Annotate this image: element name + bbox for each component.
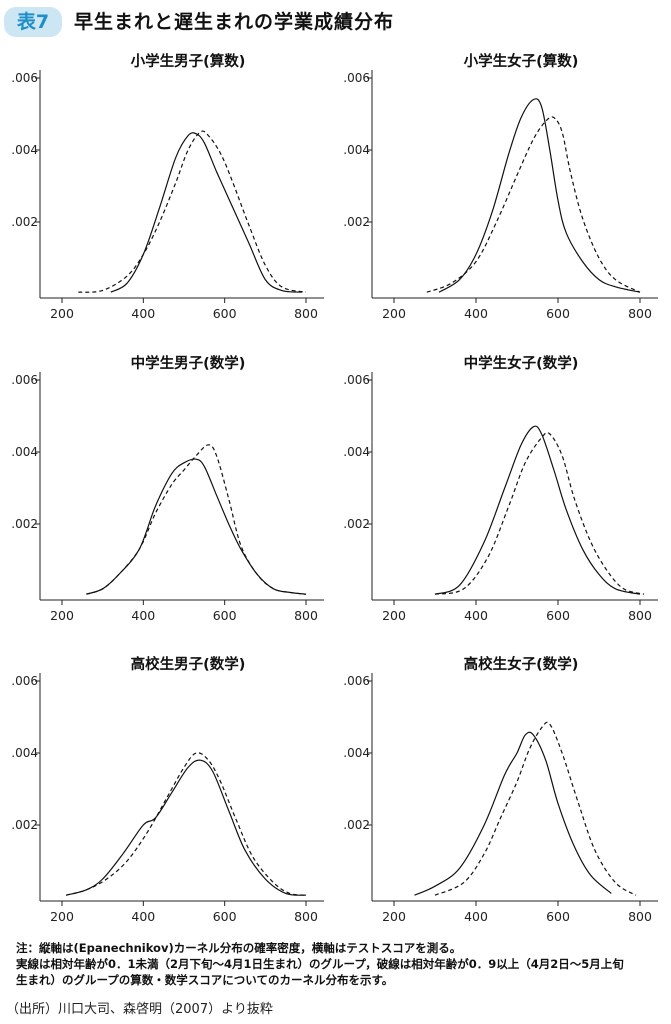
chart-panel-1: 小学生男子(算数) .002 .004 .006 200 400 600 800 bbox=[11, 52, 324, 321]
y-tick-label: .006 bbox=[11, 674, 38, 688]
dashed-density-line bbox=[65, 752, 307, 896]
chart-title: 小学生女子(算数) bbox=[464, 52, 579, 70]
figure-title: 早生まれと遅生まれの学業成績分布 bbox=[74, 11, 395, 33]
x-tick-label: 800 bbox=[628, 306, 652, 321]
chart-title: 中学生女子(数学) bbox=[464, 354, 579, 372]
dashed-density-line bbox=[78, 130, 307, 293]
solid-density-line bbox=[65, 759, 307, 896]
x-tick-label: 400 bbox=[464, 306, 488, 321]
y-tick-label: .004 bbox=[11, 746, 38, 760]
x-tick-label: 800 bbox=[294, 909, 318, 924]
x-tick-label: 600 bbox=[213, 306, 237, 321]
x-tick-label: 600 bbox=[213, 909, 237, 924]
y-tick-label: .006 bbox=[343, 71, 370, 85]
x-tick-label: 200 bbox=[50, 608, 74, 623]
solid-density-line bbox=[434, 425, 641, 595]
x-tick-label: 200 bbox=[50, 909, 74, 924]
x-tick-label: 200 bbox=[382, 909, 406, 924]
dashed-density-line bbox=[434, 431, 645, 595]
x-tick-label: 200 bbox=[382, 306, 406, 321]
note-line-2: 実線は相対年齢が0．1未満（2月下旬～4月1日生まれ）のグループ，破線は相対年齢… bbox=[16, 957, 624, 971]
chart-panel-5: 高校生男子(数学) .002 .004 .006 200 400 600 800 bbox=[11, 655, 324, 924]
y-tick-label: .002 bbox=[343, 818, 370, 832]
solid-density-line bbox=[414, 731, 612, 896]
source-citation: （出所）川口大司、森啓明（2007）より抜粋 bbox=[6, 1002, 273, 1017]
solid-density-line bbox=[86, 458, 307, 595]
x-tick-label: 800 bbox=[628, 608, 652, 623]
figure-notes: 注：縦軸は(Epanechnikov)カーネル分布の確率密度，横軸はテストスコア… bbox=[16, 940, 666, 988]
note-line-3: 生まれ）のグループの算数・数学スコアについてのカーネル分布を示す。 bbox=[16, 973, 394, 987]
x-tick-label: 600 bbox=[546, 909, 570, 924]
x-tick-label: 400 bbox=[131, 909, 155, 924]
solid-density-line bbox=[110, 132, 302, 293]
chart-title: 小学生男子(算数) bbox=[131, 52, 246, 70]
y-tick-label: .004 bbox=[11, 143, 38, 157]
x-tick-label: 400 bbox=[464, 608, 488, 623]
x-tick-label: 200 bbox=[50, 306, 74, 321]
y-tick-label: .002 bbox=[11, 818, 38, 832]
chart-panel-6: 高校生女子(数学) .002 .004 .006 200 400 600 800 bbox=[343, 655, 658, 924]
y-tick-label: .002 bbox=[11, 215, 38, 229]
y-tick-label: .006 bbox=[11, 71, 38, 85]
note-line-1: 注：縦軸は(Epanechnikov)カーネル分布の確率密度，横軸はテストスコア… bbox=[16, 941, 462, 955]
solid-density-line bbox=[438, 98, 641, 293]
dashed-density-line bbox=[86, 444, 307, 595]
y-tick-label: .002 bbox=[343, 517, 370, 531]
y-tick-label: .006 bbox=[343, 674, 370, 688]
x-tick-label: 600 bbox=[546, 306, 570, 321]
figure-number-badge: 表7 bbox=[4, 7, 62, 37]
x-tick-label: 800 bbox=[294, 306, 318, 321]
y-tick-label: .006 bbox=[11, 373, 38, 387]
chart-title: 高校生男子(数学) bbox=[131, 655, 246, 673]
y-tick-label: .006 bbox=[343, 373, 370, 387]
dashed-density-line bbox=[434, 721, 637, 896]
y-tick-label: .002 bbox=[343, 215, 370, 229]
x-tick-label: 200 bbox=[382, 608, 406, 623]
y-tick-label: .004 bbox=[11, 445, 38, 459]
dashed-density-line bbox=[426, 116, 641, 293]
x-tick-label: 400 bbox=[131, 608, 155, 623]
chart-title: 高校生女子(数学) bbox=[464, 655, 579, 673]
x-tick-label: 800 bbox=[628, 909, 652, 924]
y-tick-label: .004 bbox=[343, 445, 370, 459]
chart-panel-2: 小学生女子(算数) .002 .004 .006 200 400 600 800 bbox=[343, 52, 658, 321]
x-tick-label: 400 bbox=[131, 306, 155, 321]
y-tick-label: .004 bbox=[343, 746, 370, 760]
x-tick-label: 400 bbox=[464, 909, 488, 924]
chart-panel-3: 中学生男子(数学) .002 .004 .006 200 400 600 800 bbox=[11, 354, 324, 623]
chart-title: 中学生男子(数学) bbox=[131, 354, 246, 372]
x-tick-label: 600 bbox=[546, 608, 570, 623]
x-tick-label: 800 bbox=[294, 608, 318, 623]
chart-panel-4: 中学生女子(数学) .002 .004 .006 200 400 600 800 bbox=[343, 354, 658, 623]
y-tick-label: .004 bbox=[343, 143, 370, 157]
x-tick-label: 600 bbox=[213, 608, 237, 623]
y-tick-label: .002 bbox=[11, 517, 38, 531]
